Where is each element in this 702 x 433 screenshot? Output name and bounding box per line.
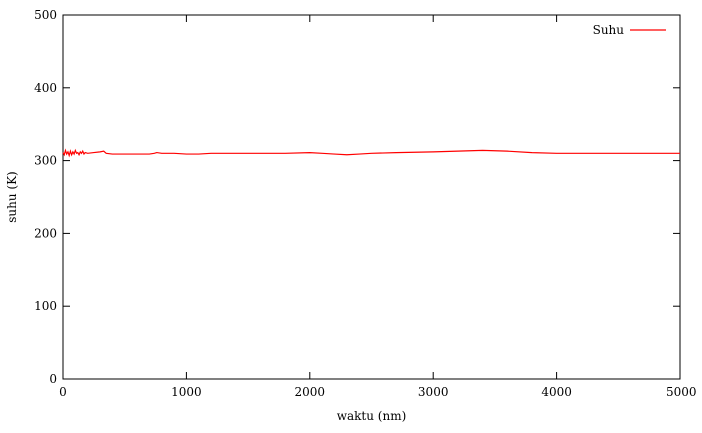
x-tick-label: 3000 <box>418 385 449 399</box>
y-tick-label: 500 <box>34 8 57 22</box>
y-tick-label: 400 <box>34 81 57 95</box>
y-tick-label: 300 <box>34 154 57 168</box>
x-tick-label: 5000 <box>666 385 697 399</box>
x-tick-label: 4000 <box>541 385 572 399</box>
plot-frame <box>62 14 681 380</box>
x-tick-label: 0 <box>59 385 67 399</box>
x-axis-title: waktu (nm) <box>337 409 407 423</box>
legend-label: Suhu <box>593 23 625 37</box>
series-layer <box>62 148 680 158</box>
y-axis-title: suhu (K) <box>5 171 19 223</box>
series-line-suhu <box>62 148 680 158</box>
axis-ticks: 0 1000 2000 3000 4000 5000 0 100 200 300 400 500 <box>34 8 696 399</box>
y-tick-label: 200 <box>34 226 57 240</box>
plot-border <box>62 14 681 380</box>
x-tick-label: 1000 <box>171 385 202 399</box>
legend: Suhu <box>593 23 666 37</box>
y-tick-label: 0 <box>49 372 57 386</box>
y-tick-label: 100 <box>34 299 57 313</box>
x-tick-label: 2000 <box>295 385 326 399</box>
